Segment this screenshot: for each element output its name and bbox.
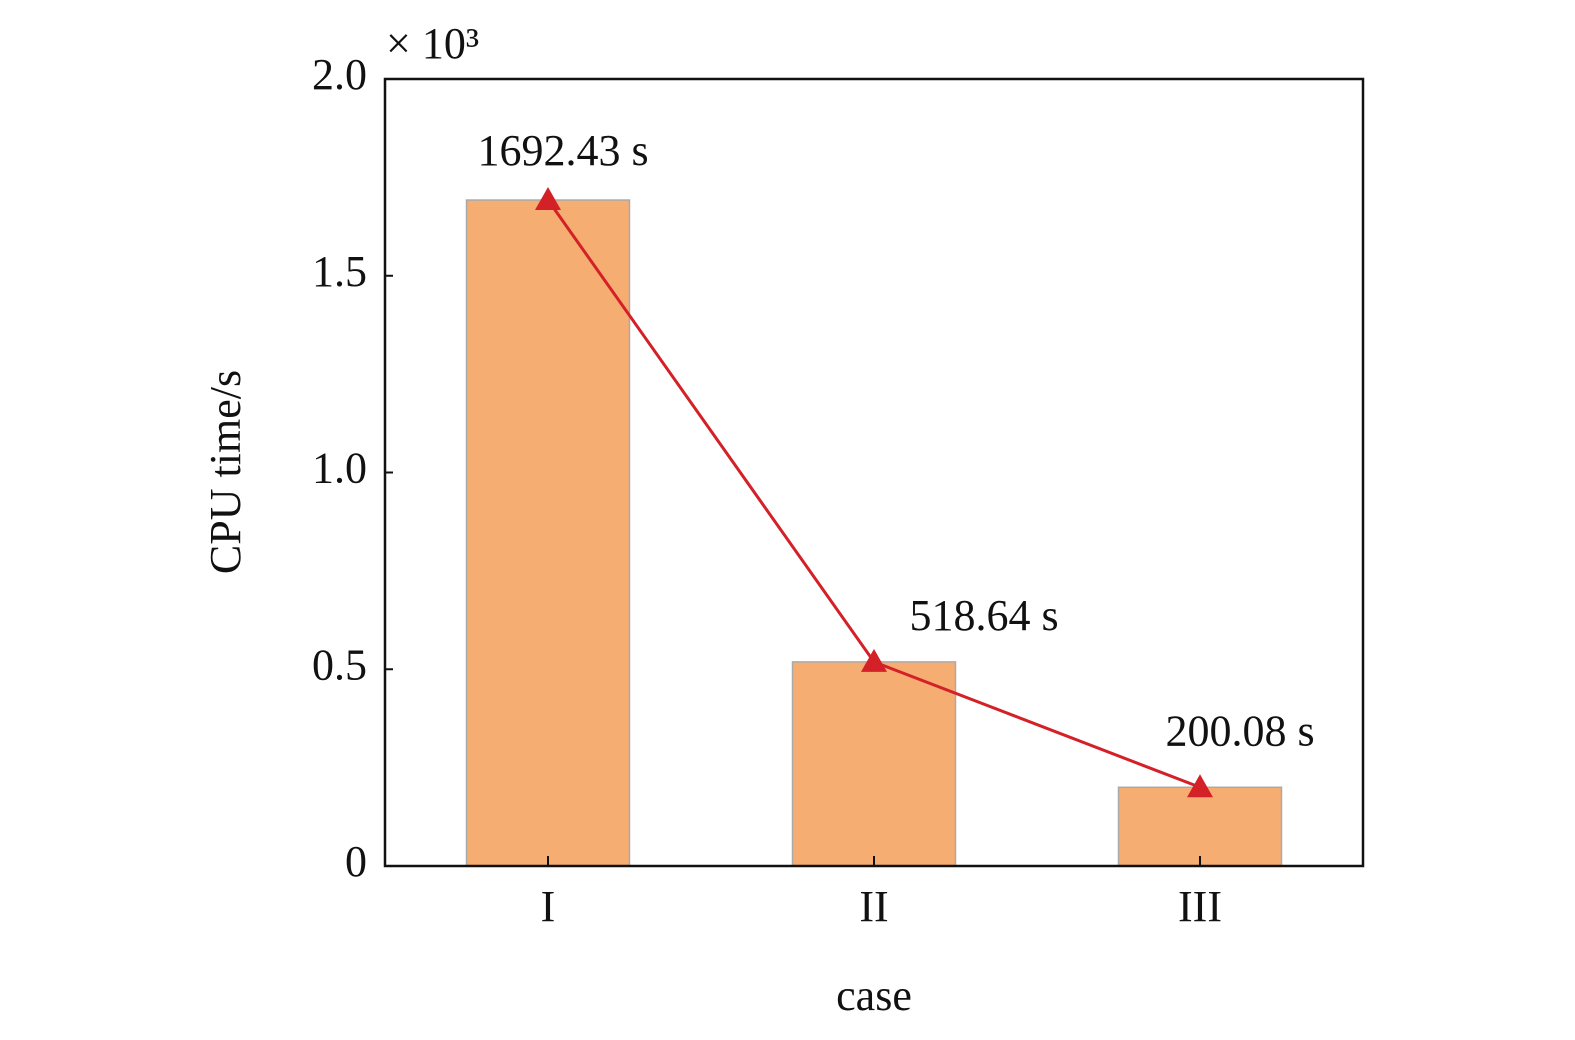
value-label: 1692.43 s [477,126,648,175]
y-tick-label: 0.5 [312,640,367,689]
value-label: 200.08 s [1165,706,1314,755]
y-tick-label: 1.0 [312,444,367,493]
y-multiplier: × 10³ [386,19,479,68]
marker [1187,774,1213,798]
y-tick-label: 1.5 [312,247,367,296]
x-axis-label: case [836,971,912,1020]
y-axis-label: CPU time/s [201,370,250,574]
bar [791,661,957,867]
x-tick-label: I [541,882,556,931]
x-tick-label: II [859,882,888,931]
marker [535,187,561,211]
value-label: 518.64 s [909,591,1058,640]
bar [1117,786,1283,867]
y-tick-label: 2.0 [312,50,367,99]
y-tick-label: 0 [345,837,367,886]
x-tick-label: III [1178,882,1222,931]
marker [861,648,887,672]
bar [465,199,631,867]
plot-frame [383,77,1365,868]
